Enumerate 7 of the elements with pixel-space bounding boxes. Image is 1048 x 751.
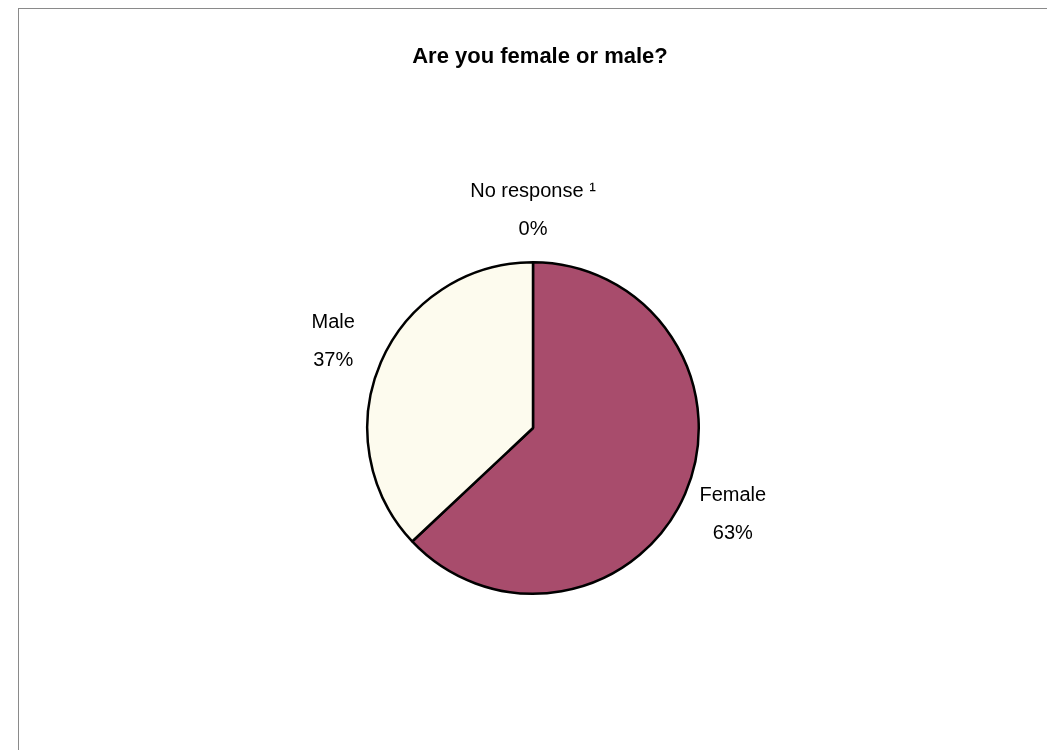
data-label: 63% [712,520,754,543]
chart-title: Are you female or male? [412,43,668,69]
category-label: No response ¹ [470,178,596,201]
data-label: 37% [313,348,354,371]
slice-label: Female [699,482,767,505]
text: 0% [518,216,548,239]
slice-label: Male [311,310,355,333]
